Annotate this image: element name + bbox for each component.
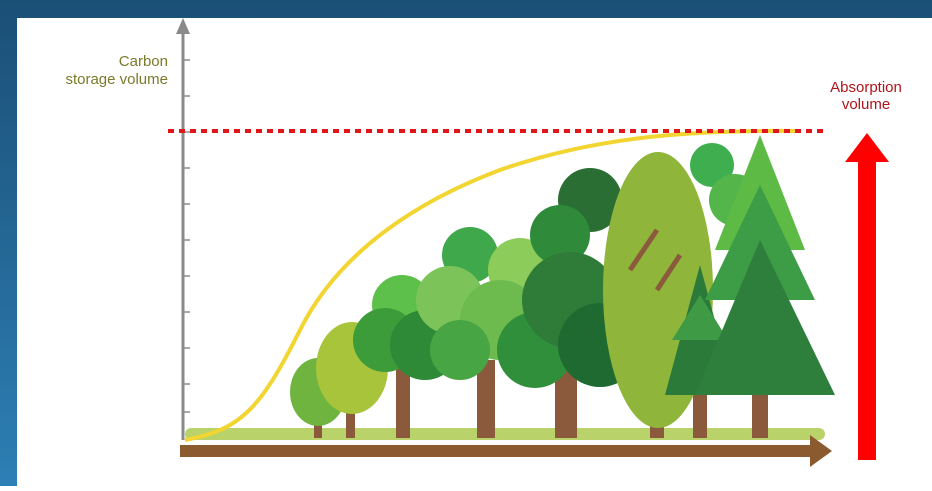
y-axis-label: Carbon	[119, 53, 168, 70]
absorption-arrow	[858, 160, 876, 460]
ground	[185, 428, 825, 440]
y-axis-label: storage volume	[65, 71, 168, 88]
x-axis	[180, 445, 812, 457]
infographic: Carbon storage volume	[0, 0, 932, 486]
absorption-label: volume	[842, 96, 890, 113]
absorption-label: Absorption	[830, 79, 902, 96]
